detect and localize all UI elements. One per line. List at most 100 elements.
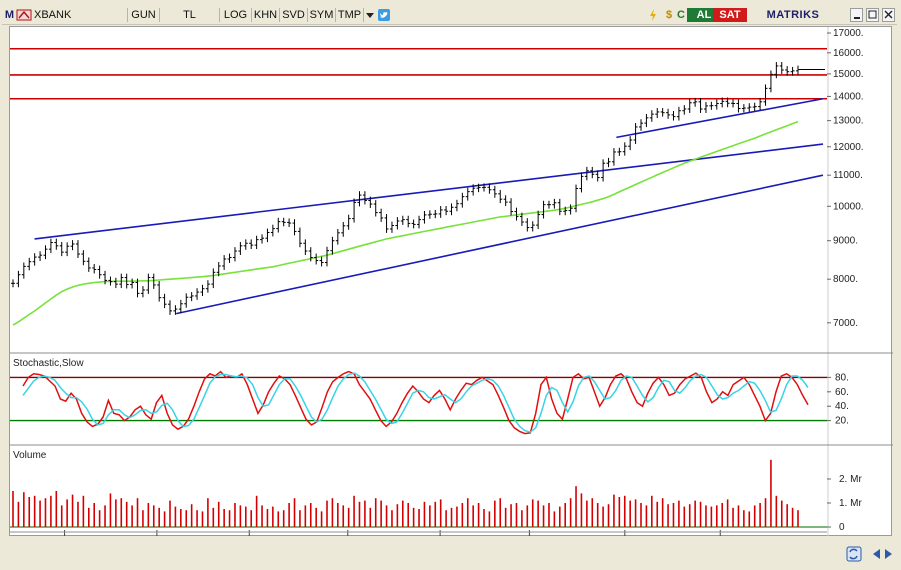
price-bar (97, 265, 102, 279)
buy-button[interactable]: AL (687, 8, 721, 22)
price-bar (124, 273, 129, 289)
price-bar (16, 270, 21, 288)
close-icon[interactable] (882, 8, 895, 22)
price-bar (660, 108, 665, 117)
price-bar (184, 293, 189, 308)
price-bar (75, 240, 80, 258)
price-bar (492, 185, 497, 198)
price-bar (32, 253, 37, 266)
volume-panel: Volume 2. Mr 1. Mr 0 (10, 450, 862, 533)
flash-icon[interactable] (647, 8, 659, 22)
price-bar (595, 170, 600, 182)
price-bar (741, 104, 746, 113)
price-bar (698, 97, 703, 113)
khn-button[interactable]: KHN (252, 8, 280, 22)
price-bar (270, 224, 275, 237)
price-bar (406, 215, 411, 228)
price-bar (682, 105, 687, 115)
price-bar (216, 262, 221, 277)
sell-button[interactable]: SAT (713, 8, 747, 22)
price-bar (514, 207, 519, 221)
price-bar (725, 97, 730, 108)
price-bar (530, 221, 535, 232)
sync-icon[interactable] (846, 546, 862, 562)
price-tick-label: 10000. (833, 201, 864, 212)
chart-area[interactable]: 17000. 16000. 15000. 14000. 13000. 12000. 1100… (9, 26, 893, 552)
x-axis: 10.2311.2312.2301.2402.2403.2404.2405.24 (10, 530, 827, 552)
currency-button-tl[interactable]: TL (160, 8, 220, 22)
price-bar (427, 210, 432, 219)
price-tick-label: 16000. (833, 48, 864, 59)
symbol-label[interactable]: XBANK (32, 8, 128, 22)
price-bar (655, 108, 660, 119)
period-button-gun[interactable]: GUN (128, 8, 160, 22)
price-bar (162, 293, 167, 309)
refresh-icon[interactable]: C (677, 9, 685, 21)
price-bar (546, 200, 551, 209)
log-button[interactable]: LOG (220, 8, 252, 22)
scroll-left-icon[interactable] (873, 549, 880, 559)
price-bar (590, 166, 595, 179)
price-bar (325, 246, 329, 267)
price-bar (536, 210, 541, 230)
price-bar (70, 240, 75, 251)
price-bar (454, 199, 459, 212)
trendline-upper-channel (34, 143, 824, 240)
currency-icon[interactable]: $ (665, 9, 673, 21)
price-bar (622, 142, 627, 156)
price-bar (525, 218, 530, 232)
price-bar (731, 99, 736, 108)
price-bar (389, 221, 394, 233)
dropdown-arrow-icon[interactable] (364, 8, 376, 22)
price-bar (584, 166, 589, 181)
chart-canvas[interactable]: 17000. 16000. 15000. 14000. 13000. 12000. 1100… (10, 27, 893, 552)
price-bar (352, 198, 357, 223)
price-bar (433, 210, 438, 219)
price-bar (666, 108, 671, 119)
price-bar (292, 219, 297, 236)
moving-average-line (12, 120, 799, 326)
maximize-icon[interactable] (866, 8, 879, 22)
price-bar (330, 236, 335, 255)
price-bar (476, 183, 481, 193)
price-bar (243, 239, 248, 250)
price-tick-label: 11000. (833, 170, 863, 181)
price-bar (400, 215, 405, 225)
price-bar (611, 148, 616, 166)
price-bar (379, 208, 384, 222)
price-bar (422, 211, 427, 224)
price-bar (796, 65, 800, 75)
price-bar (606, 157, 611, 168)
price-bar (373, 200, 378, 217)
price-bar (763, 84, 768, 106)
tmp-button[interactable]: TMP (336, 8, 364, 22)
price-bar (557, 198, 562, 216)
price-bar (671, 110, 676, 121)
price-bar (43, 245, 48, 260)
price-bar (200, 284, 205, 297)
price-tick-label: 9000. (833, 236, 858, 247)
price-bar (157, 281, 162, 302)
price-bar (411, 219, 416, 229)
sym-button[interactable]: SYM (308, 8, 336, 22)
price-bar (747, 103, 752, 112)
price-bar (119, 273, 124, 289)
price-bar (211, 268, 216, 289)
price-bar (449, 203, 454, 216)
price-tick-label: 7000. (833, 318, 858, 329)
volume-tick-label: 0 (839, 522, 845, 533)
price-bar (297, 227, 302, 248)
price-bar (579, 172, 584, 193)
price-bar (509, 198, 514, 216)
twitter-icon[interactable] (377, 8, 391, 22)
price-bar (238, 241, 243, 255)
price-bar (503, 195, 508, 207)
svd-button[interactable]: SVD (280, 8, 308, 22)
price-bar (195, 288, 200, 300)
price-bar (785, 66, 790, 76)
price-bar (189, 292, 194, 302)
minimize-icon[interactable] (850, 8, 863, 22)
scroll-right-icon[interactable] (885, 549, 892, 559)
volume-tick-label: 1. Mr (839, 498, 862, 509)
stochastic-title: Stochastic,Slow (13, 358, 84, 369)
